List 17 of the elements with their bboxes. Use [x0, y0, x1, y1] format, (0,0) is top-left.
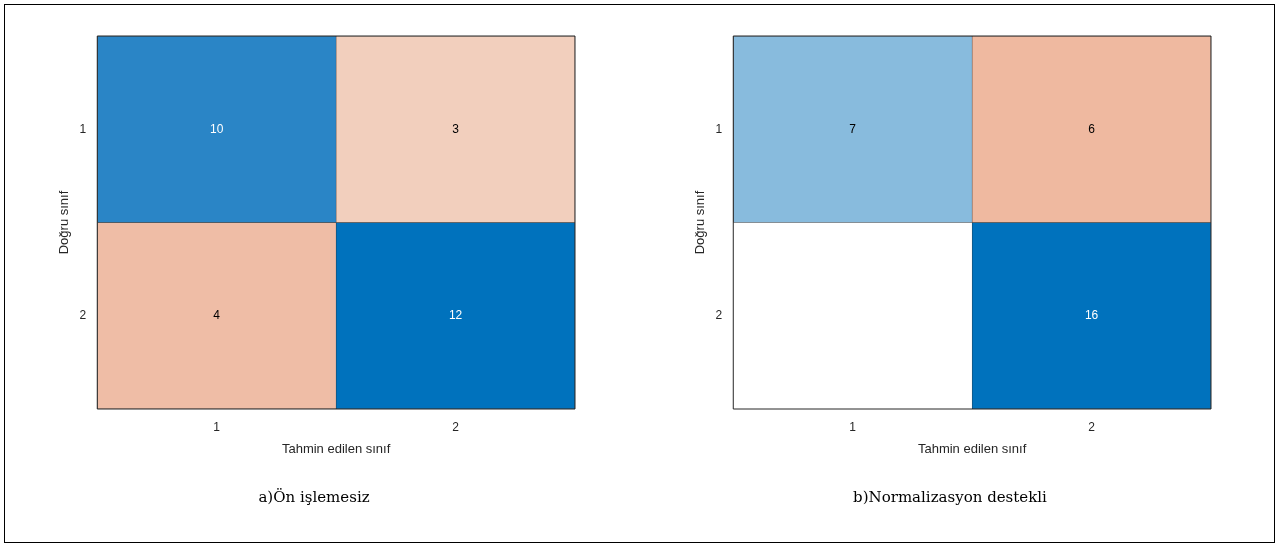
data-label: 4: [213, 308, 221, 323]
data-label: 6: [1088, 121, 1096, 136]
y-axis-title: Doğru sınıf: [692, 190, 708, 255]
x-tick-label: 1: [213, 419, 221, 434]
x-axis-title: Tahmin edilen sınıf: [917, 440, 1027, 456]
data-label: 7: [849, 121, 857, 136]
x-axis-title: Tahmin edilen sınıf: [281, 440, 391, 456]
x-tick-label: 1: [849, 419, 857, 434]
y-axis-title: Doğru sınıf: [56, 190, 72, 255]
x-tick-label: 2: [1088, 419, 1096, 434]
text: b)Normalizasyon destekli: [853, 487, 1048, 506]
data-label: 12: [448, 308, 463, 323]
x-tick-label: 2: [452, 419, 460, 434]
data-label: 16: [1084, 308, 1099, 323]
data-label: 10: [210, 121, 224, 136]
text: a)Ön işlemesiz: [258, 487, 370, 506]
data-label: 3: [452, 121, 460, 136]
